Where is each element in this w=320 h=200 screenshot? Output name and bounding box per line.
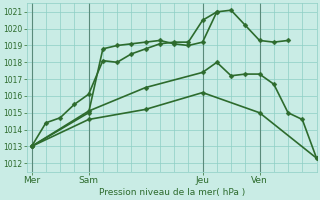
X-axis label: Pression niveau de la mer( hPa ): Pression niveau de la mer( hPa ) — [99, 188, 245, 197]
